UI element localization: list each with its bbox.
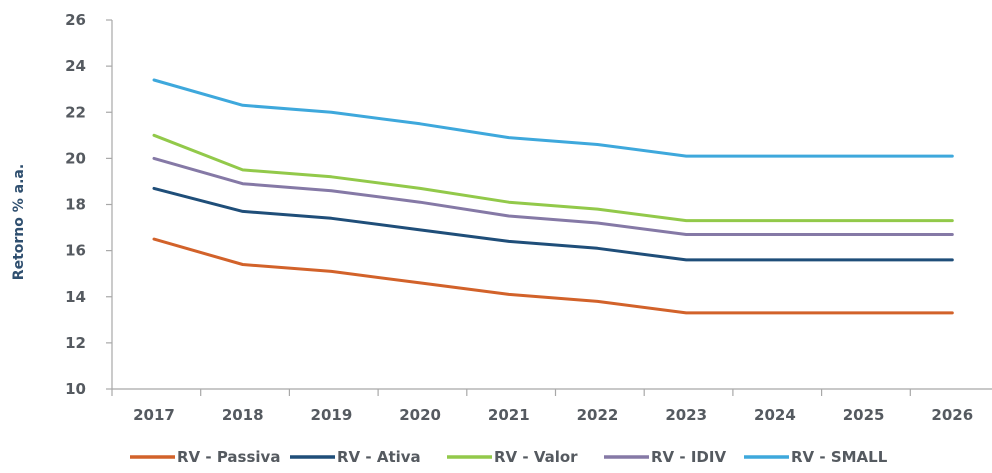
series-lines xyxy=(152,78,954,315)
x-tick-label: 2021 xyxy=(488,406,530,424)
y-tick-label: 18 xyxy=(65,196,86,214)
series-line-rv-passiva xyxy=(152,237,954,315)
x-tick-label: 2023 xyxy=(665,406,707,424)
legend-label: RV - IDIV xyxy=(651,448,726,466)
legend-label: RV - SMALL xyxy=(791,448,888,466)
legend-item: RV - SMALL xyxy=(744,448,888,466)
x-tick-label: 2026 xyxy=(931,406,973,424)
legend-label: RV - Ativa xyxy=(337,448,421,466)
y-tick-label: 24 xyxy=(65,57,86,75)
y-tick-label: 16 xyxy=(65,242,86,260)
legend-label: RV - Passiva xyxy=(177,448,280,466)
x-tick-label: 2019 xyxy=(311,406,353,424)
y-tick-label: 12 xyxy=(65,334,86,352)
legend-label: RV - Valor xyxy=(494,448,578,466)
x-tick-label: 2017 xyxy=(133,406,175,424)
y-tick-label: 22 xyxy=(65,103,86,121)
x-axis: 2017 2018 2019 2020 2021 2022 2023 2024 2025 2026 xyxy=(111,388,992,424)
y-axis-title: Retorno % a.a. xyxy=(11,164,27,280)
y-tick-label: 10 xyxy=(65,380,86,398)
legend-item: RV - Valor xyxy=(447,448,578,466)
legend: RV - Passiva RV - Ativa RV - Valor RV - IDI… xyxy=(130,448,888,466)
x-tick-label: 2025 xyxy=(843,406,885,424)
x-tick-label: 2020 xyxy=(399,406,441,424)
x-tick-label: 2024 xyxy=(754,406,796,424)
series-line-rv-ativa xyxy=(152,186,954,262)
series-line-rv-small xyxy=(152,78,954,158)
legend-item: RV - Ativa xyxy=(290,448,421,466)
series-line-rv-idiv xyxy=(152,156,954,236)
legend-item: RV - IDIV xyxy=(604,448,726,466)
y-axis: 10 12 14 16 18 20 22 24 26 xyxy=(65,11,113,398)
y-tick-label: 20 xyxy=(65,149,86,167)
legend-item: RV - Passiva xyxy=(130,448,280,466)
y-tick-label: 14 xyxy=(65,288,86,306)
y-tick-label: 26 xyxy=(65,11,86,29)
x-tick-label: 2018 xyxy=(222,406,264,424)
series-line-rv-valor xyxy=(152,133,954,223)
x-tick-label: 2022 xyxy=(577,406,619,424)
